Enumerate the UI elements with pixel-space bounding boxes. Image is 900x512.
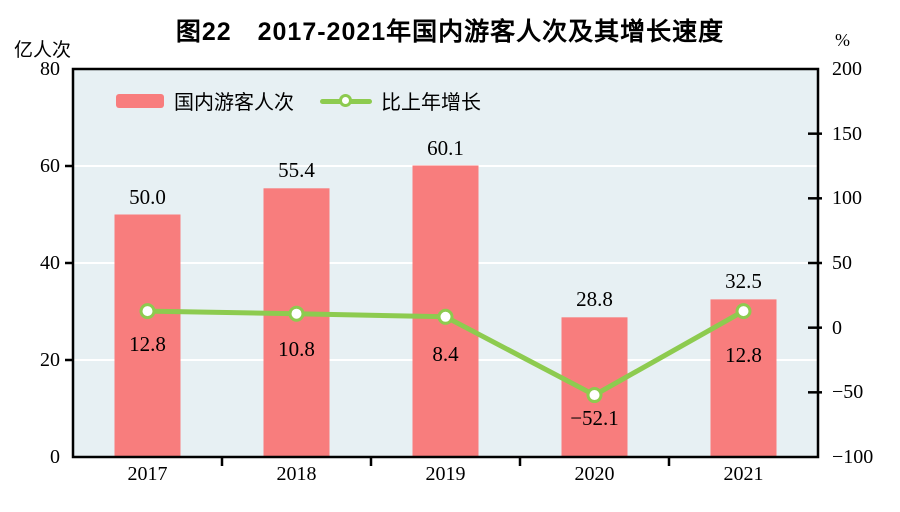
right-tick-label-3: 50 [832,252,852,274]
legend-line-marker-icon [320,91,372,111]
growth-label-2017: 12.8 [129,332,166,357]
legend-circle-marker-icon [339,93,352,107]
marker-2018[interactable] [288,305,305,322]
right-tick-label-1: 150 [832,122,862,145]
left-tick-label-60: 60 [40,155,60,177]
bar-label-2019: 60.1 [427,135,464,160]
chart-title: 图22 2017-2021年国内游客人次及其增长速度 [175,18,725,46]
x-label-2018: 2018 [276,463,317,485]
right-tick-label-4: 0 [832,316,842,339]
left-tick-label-20: 20 [40,349,60,371]
growth-label-2018: 10.8 [278,336,315,361]
bar-2018[interactable] [263,188,330,457]
marker-2019[interactable] [437,308,454,325]
legend-bar-swatch-icon [116,93,164,108]
marker-2017[interactable] [139,303,156,320]
marker-2020[interactable] [586,387,603,404]
right-tick-label-0: 200 [832,58,862,80]
legend-item-line[interactable]: 比上年增长 [381,92,481,114]
x-label-2019: 2019 [425,463,466,485]
bar-label-2020: 28.8 [576,287,613,312]
marker-2021[interactable] [735,303,752,320]
x-label-2017: 2017 [127,463,168,485]
left-tick-label-80: 80 [40,58,60,80]
right-tick-label-5: −50 [832,381,864,404]
growth-label-2019: 8.4 [432,341,459,366]
left-tick-label-0: 0 [50,446,60,468]
legend: 国内游客人次 比上年增长 [116,86,481,115]
bar-label-2017: 50.0 [129,184,166,209]
bar-label-2021: 32.5 [725,269,762,294]
left-tick-label-40: 40 [40,252,60,274]
legend-item-bar[interactable]: 国内游客人次 [174,92,294,114]
bar-label-2018: 55.4 [278,158,315,183]
x-label-2021: 2021 [723,463,764,485]
left-axis-unit: 亿人次 [14,40,72,61]
growth-label-2021: 12.8 [725,343,762,368]
growth-label-2020: −52.1 [570,406,619,431]
right-axis-unit: % [835,30,850,50]
right-tick-label-6: −100 [832,446,874,468]
x-label-2020: 2020 [574,463,615,485]
right-tick-label-2: 100 [832,187,862,210]
bar-2017[interactable] [114,214,181,458]
